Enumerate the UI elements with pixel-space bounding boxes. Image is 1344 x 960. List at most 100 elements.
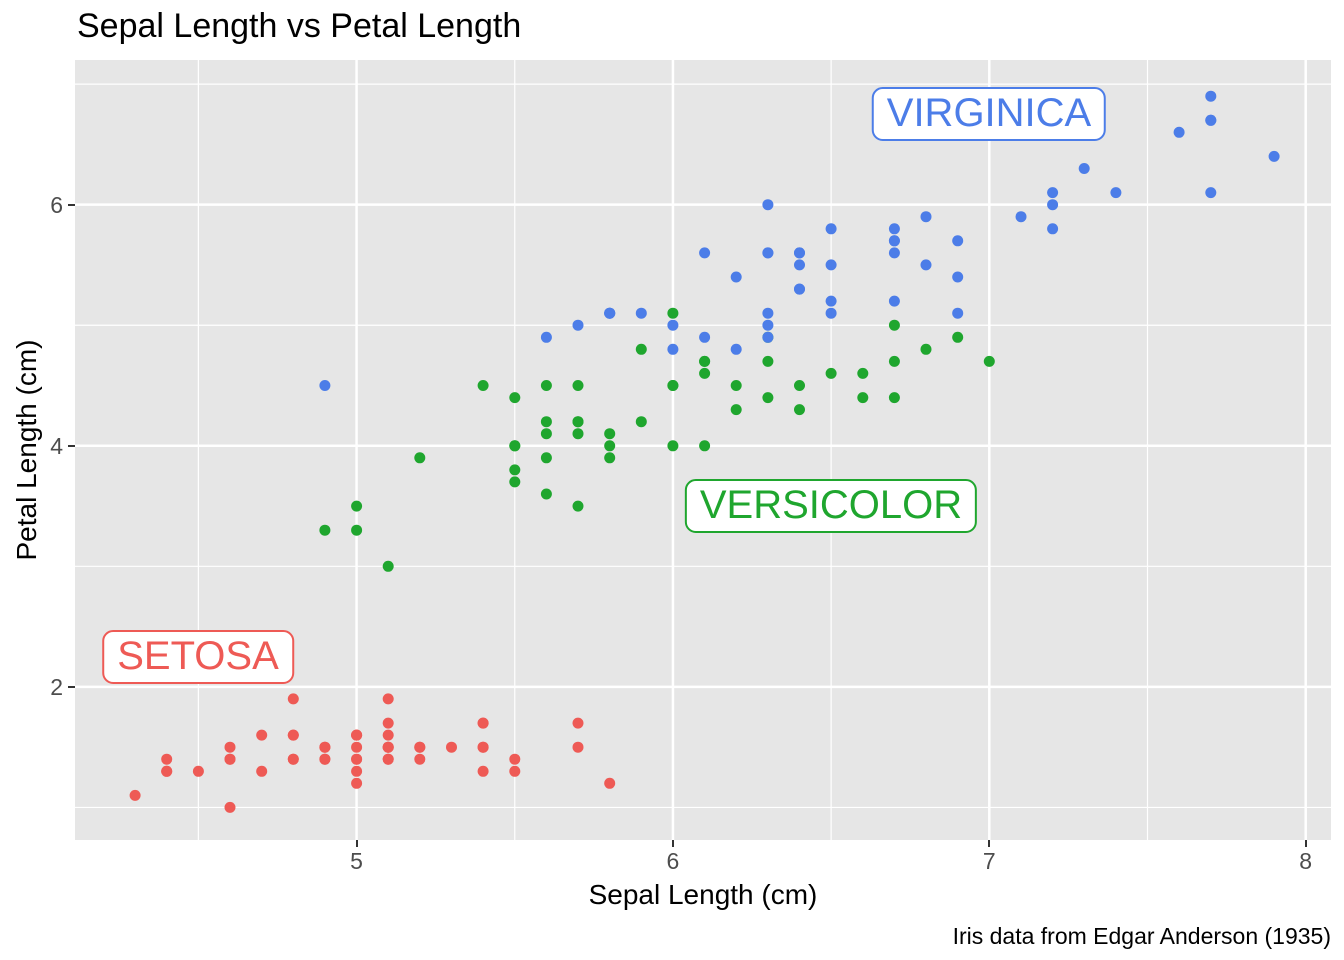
scatter-plot-canvas [75,60,1331,840]
data-point-versicolor [572,428,584,440]
data-point-versicolor [635,343,647,355]
data-point-setosa [256,729,268,741]
data-point-virginica [762,331,774,343]
data-point-setosa [351,729,363,741]
data-point-virginica [1047,223,1059,235]
data-point-setosa [509,765,521,777]
caption: Iris data from Edgar Anderson (1935) [952,923,1331,949]
data-point-virginica [952,235,964,247]
x-tick-mark [988,840,991,847]
y-tick-mark [68,685,75,688]
data-point-versicolor [540,380,552,391]
data-point-virginica [1015,211,1027,223]
data-point-setosa [572,741,584,753]
data-point-setosa [192,765,204,777]
data-point-virginica [1205,187,1217,199]
data-point-setosa [477,741,489,753]
x-tick-mark [671,840,674,847]
data-point-setosa [351,765,363,777]
data-point-versicolor [888,392,900,404]
data-point-virginica [888,247,900,259]
data-point-setosa [224,801,236,813]
data-point-virginica [825,307,837,319]
data-point-virginica [319,380,331,391]
data-point-versicolor [667,307,679,319]
y-tick-mark [68,203,75,206]
data-point-setosa [287,729,299,741]
data-point-virginica [730,271,742,283]
data-point-virginica [1268,150,1280,162]
data-point-versicolor [825,367,837,379]
data-point-versicolor [794,404,805,416]
data-point-virginica [888,223,900,235]
data-point-versicolor [920,343,932,355]
data-point-versicolor [509,476,521,488]
data-point-versicolor [857,392,869,404]
data-point-virginica [1205,114,1217,126]
data-point-versicolor [351,524,363,536]
data-point-setosa [414,753,426,765]
data-point-versicolor [762,392,774,404]
species-label-versicolor: VERSICOLOR [684,479,978,533]
species-label-setosa: SETOSA [102,630,294,684]
data-point-virginica [888,295,900,307]
data-point-versicolor [540,488,552,500]
data-point-setosa [319,741,331,753]
data-point-virginica [1205,90,1217,102]
data-point-virginica [667,343,679,355]
data-point-setosa [287,753,299,765]
data-point-versicolor [730,380,742,391]
data-point-setosa [382,729,394,741]
data-point-setosa [351,777,363,789]
x-tick-label: 8 [1299,848,1313,874]
x-tick-label: 5 [350,848,363,874]
y-tick-label: 4 [50,432,63,459]
data-point-versicolor [540,428,552,440]
data-point-versicolor [604,452,616,464]
data-point-setosa [351,753,363,765]
x-tick-label: 6 [666,848,680,874]
data-point-virginica [635,307,647,319]
data-point-setosa [477,717,489,729]
data-point-versicolor [667,380,679,391]
data-point-virginica [920,259,932,271]
data-point-setosa [224,753,236,765]
data-point-versicolor [699,440,711,452]
data-point-virginica [825,259,837,271]
data-point-versicolor [382,560,394,572]
data-point-versicolor [635,416,647,428]
x-tick-mark [355,840,358,847]
data-point-virginica [794,247,805,259]
data-point-virginica [888,235,900,247]
data-point-setosa [382,717,394,729]
data-point-versicolor [730,404,742,416]
data-point-versicolor [857,367,869,379]
data-point-versicolor [572,380,584,391]
data-point-virginica [794,283,805,295]
data-point-setosa [604,777,616,789]
data-point-virginica [952,307,964,319]
data-point-setosa [351,741,363,753]
data-point-versicolor [540,452,552,464]
data-point-setosa [256,765,268,777]
data-point-versicolor [888,355,900,367]
data-point-setosa [572,717,584,729]
data-point-setosa [382,753,394,765]
data-point-virginica [762,319,774,331]
data-point-setosa [446,741,457,753]
data-point-versicolor [540,416,552,428]
chart-title: Sepal Length vs Petal Length [77,7,522,45]
data-point-setosa [477,765,489,777]
data-point-setosa [319,753,331,765]
data-point-setosa [382,741,394,753]
data-point-setosa [224,741,236,753]
data-point-versicolor [572,500,584,512]
data-point-virginica [540,331,552,343]
x-tick-mark [1304,840,1307,847]
data-point-virginica [699,247,711,259]
x-axis-title: Sepal Length (cm) [588,879,818,910]
data-point-setosa [382,693,394,705]
data-point-versicolor [351,500,363,512]
data-point-setosa [414,741,426,753]
